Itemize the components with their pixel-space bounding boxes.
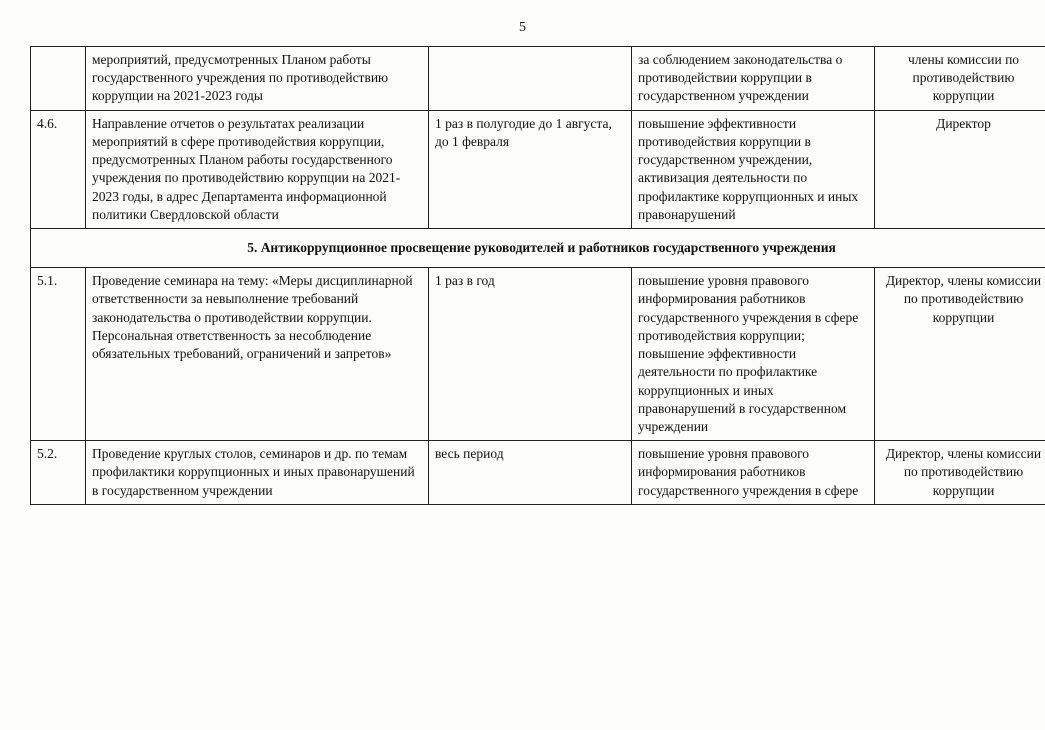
cell-activity: Направление отчетов о результатах реализ… xyxy=(86,110,429,228)
cell-num: 5.1. xyxy=(31,268,86,441)
section-header-cell: 5. Антикоррупционное просвещение руковод… xyxy=(31,228,1045,267)
cell-responsible: Директор, члены комиссии по противодейст… xyxy=(875,268,1045,441)
table-body: мероприятий, предусмотренных Планом рабо… xyxy=(31,47,1045,505)
cell-timing: 1 раз в полугодие до 1 августа, до 1 фев… xyxy=(429,110,632,228)
table-row: 5.1. Проведение семинара на тему: «Меры … xyxy=(31,268,1045,441)
cell-outcome: повышение эффективности противодействия … xyxy=(632,110,875,228)
cell-num: 4.6. xyxy=(31,110,86,228)
cell-num xyxy=(31,47,86,111)
table-row: 5.2. Проведение круглых столов, семинаро… xyxy=(31,441,1045,505)
cell-num: 5.2. xyxy=(31,441,86,505)
cell-activity: мероприятий, предусмотренных Планом рабо… xyxy=(86,47,429,111)
cell-responsible: члены комиссии по противодействию корруп… xyxy=(875,47,1045,111)
cell-timing: 1 раз в год xyxy=(429,268,632,441)
cell-responsible: Директор, члены комиссии по противодейст… xyxy=(875,441,1045,505)
cell-activity: Проведение семинара на тему: «Меры дисци… xyxy=(86,268,429,441)
cell-outcome: повышение уровня правового информировани… xyxy=(632,441,875,505)
page-number: 5 xyxy=(30,20,1015,36)
cell-timing xyxy=(429,47,632,111)
table-row: мероприятий, предусмотренных Планом рабо… xyxy=(31,47,1045,111)
cell-timing: весь период xyxy=(429,441,632,505)
table-row: 4.6. Направление отчетов о результатах р… xyxy=(31,110,1045,228)
cell-activity: Проведение круглых столов, семинаров и д… xyxy=(86,441,429,505)
cell-responsible: Директор xyxy=(875,110,1045,228)
section-header-row: 5. Антикоррупционное просвещение руковод… xyxy=(31,228,1045,267)
anticorruption-plan-table: мероприятий, предусмотренных Планом рабо… xyxy=(30,46,1045,505)
cell-outcome: повышение уровня правового информировани… xyxy=(632,268,875,441)
cell-outcome: за соблюдением законодательства о против… xyxy=(632,47,875,111)
